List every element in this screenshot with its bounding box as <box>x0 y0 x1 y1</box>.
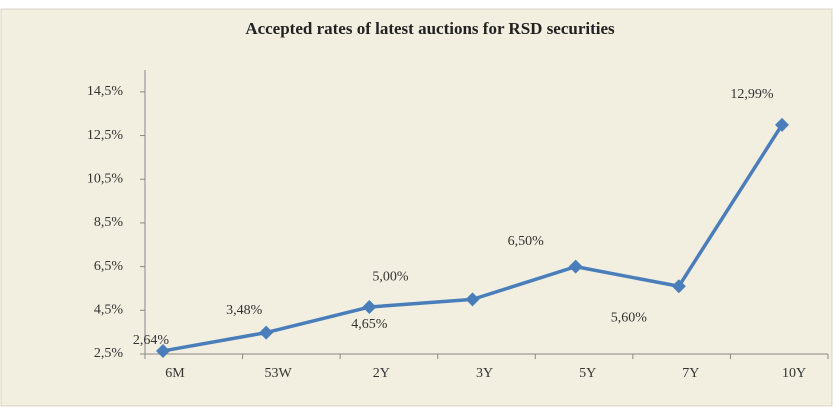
marker <box>775 117 789 132</box>
data-label: 6,50% <box>508 234 545 249</box>
y-tick-label: 6,5% <box>94 259 124 274</box>
x-tick-label: 53W <box>265 366 293 381</box>
marker <box>568 259 583 274</box>
x-tick-label: 3Y <box>476 366 493 381</box>
x-tick-label: 6M <box>165 366 185 381</box>
marker <box>671 279 686 294</box>
data-label: 4,65% <box>351 317 388 332</box>
marker <box>259 325 274 340</box>
x-tick-label: 5Y <box>579 366 596 381</box>
data-label: 5,00% <box>372 270 409 285</box>
data-label: 2,64% <box>133 333 170 348</box>
marker <box>362 300 377 315</box>
chart-area <box>0 8 833 407</box>
y-tick-label: 2,5% <box>94 346 124 361</box>
marker <box>465 292 480 307</box>
chart-title: Accepted rates of latest auctions for RS… <box>245 19 615 38</box>
x-tick-label: 7Y <box>682 366 699 381</box>
y-tick-label: 4,5% <box>94 303 124 318</box>
y-tick-label: 14,5% <box>87 84 124 99</box>
y-tick-label: 10,5% <box>87 171 124 186</box>
marker <box>156 343 170 358</box>
y-tick-label: 12,5% <box>87 128 124 143</box>
x-tick-label: 2Y <box>373 366 390 381</box>
data-label: 5,60% <box>611 310 648 325</box>
x-tick-label: 10Y <box>782 366 806 381</box>
y-tick-label: 8,5% <box>94 215 124 230</box>
data-label: 12,99% <box>730 87 774 102</box>
data-label: 3,48% <box>226 303 263 318</box>
